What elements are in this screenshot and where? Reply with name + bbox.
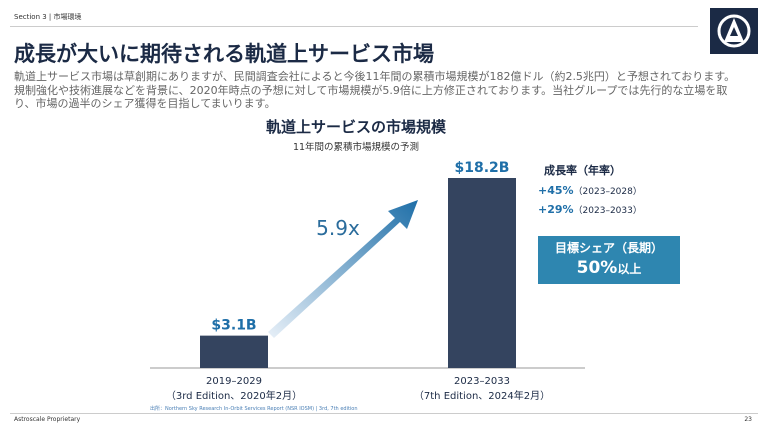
target-label: 目標シェア（長期） (554, 241, 663, 255)
category-note: （7th Edition、2024年2月） (414, 389, 550, 402)
bar (448, 178, 516, 368)
target-suffix: 以上 (617, 262, 642, 276)
multiplier-label: 5.9x (316, 216, 360, 240)
footer-left: Astroscale Proprietary (14, 416, 81, 423)
target-value: 50% (576, 258, 618, 278)
section-label: Section 3 | 市場環境 (14, 13, 82, 21)
logo (710, 8, 758, 54)
growth-rate: +29% (538, 203, 574, 216)
growth-period: （2023–2028） (573, 187, 642, 197)
target-box: 目標シェア（長期） 50%以上 (538, 236, 680, 284)
footer-rule (10, 413, 758, 414)
page-number: 23 (744, 416, 752, 423)
growth-rate: +45% (538, 184, 574, 197)
logo-mark (717, 14, 751, 48)
growth-arrow (268, 200, 418, 338)
chart-subtitle: 11年間の累積市場規模の予測 (293, 141, 419, 153)
growth-list: +45%（2023–2028） +29%（2023–2033） (538, 182, 642, 220)
slide-title: 成長が大いに期待される軌道上サービス市場 (14, 42, 434, 66)
value-label: $3.1B (211, 318, 256, 334)
growth-item: +29%（2023–2033） (538, 201, 642, 220)
source: 出所：Northern Sky Research In-Orbit Servic… (150, 405, 358, 412)
value-label: $18.2B (455, 160, 510, 176)
growth-title: 成長率（年率） (544, 164, 621, 177)
x-tick-label: 2023–2033 (454, 376, 510, 387)
growth-item: +45%（2023–2028） (538, 182, 642, 201)
x-tick-label: 2019–2029 (206, 376, 262, 387)
growth-period: （2023–2033） (573, 206, 642, 216)
bar (200, 335, 268, 368)
header-rule (10, 26, 698, 27)
chart-title: 軌道上サービスの市場規模 (266, 118, 447, 136)
category-note: （3rd Edition、2020年2月） (166, 389, 302, 402)
body-text: 軌道上サービス市場は草創期にありますが、民間調査会社によると今後11年間の累積市… (14, 70, 736, 110)
